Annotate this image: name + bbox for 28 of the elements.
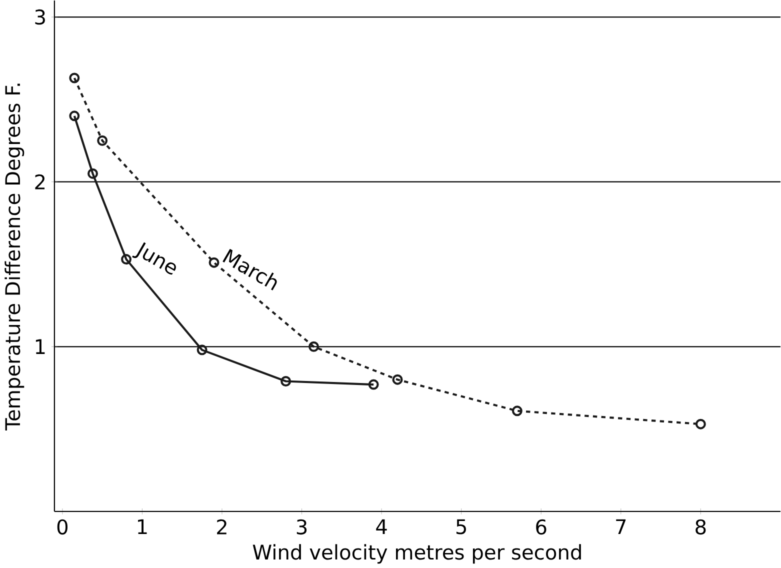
point: [69, 72, 80, 84]
point: [97, 135, 108, 146]
point: [121, 254, 132, 264]
point: [512, 406, 522, 416]
point: [695, 418, 706, 430]
point: [69, 110, 80, 122]
point: [308, 341, 319, 352]
x-axis-title: Wind velocity metres per second: [252, 544, 581, 564]
x-tick-label: 4: [376, 519, 387, 534]
y-tick-label: 3: [35, 9, 45, 24]
x-tick-label: 2: [217, 519, 226, 534]
y-axis-title: Temperature Difference Degrees F.: [4, 84, 24, 430]
point: [392, 374, 403, 385]
y-tick-label: 2: [35, 174, 45, 190]
point: [88, 168, 98, 179]
point: [208, 257, 220, 268]
y-tick-label: 1: [36, 339, 45, 354]
x-tick-label: 7: [616, 519, 626, 534]
text: June: [132, 242, 176, 275]
x-tick-label: 5: [456, 519, 466, 534]
x-tick-label: 1: [138, 519, 147, 534]
x-tick-label: 6: [536, 519, 546, 534]
point: [196, 344, 208, 356]
x-tick-label: 0: [57, 519, 68, 534]
point: [280, 376, 292, 386]
point: [368, 379, 379, 390]
x-tick-label: 8: [696, 519, 706, 534]
x-tick-label: 3: [296, 519, 307, 534]
